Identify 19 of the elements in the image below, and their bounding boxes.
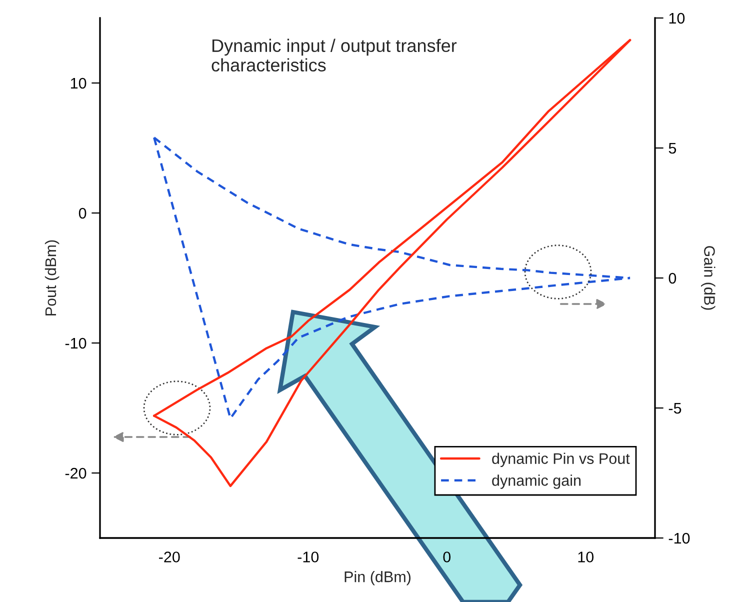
y-axis-title: Pout (dBm): [44, 240, 60, 316]
y2-tick-label: 5: [668, 143, 676, 154]
x-tick-label: 10: [578, 552, 594, 562]
y-tick-label: 0: [78, 208, 86, 219]
y2-tick-label: 0: [668, 272, 676, 284]
annotation: Dynamic input / output transfer characteristics: [212, 38, 457, 72]
y-tick-label: -20: [65, 468, 86, 479]
y2-axis-title: Gain (dB): [701, 246, 716, 310]
x-tick-label: -10: [298, 552, 319, 562]
y2-tick-label: -5: [668, 403, 682, 414]
y-tick-label: 10: [70, 78, 86, 89]
y2-tick-label: 10: [669, 12, 685, 24]
y-tick-label: -10: [65, 338, 86, 349]
x-tick-label: -20: [159, 552, 180, 562]
x-tick-label: 0: [443, 552, 451, 562]
x-axis-title: Pin (dBm): [344, 570, 411, 586]
legend-label: dynamic Pin vs Pout: [492, 452, 630, 468]
legend-label: dynamic gain: [492, 474, 581, 489]
y2-tick-label: -10: [668, 532, 690, 544]
